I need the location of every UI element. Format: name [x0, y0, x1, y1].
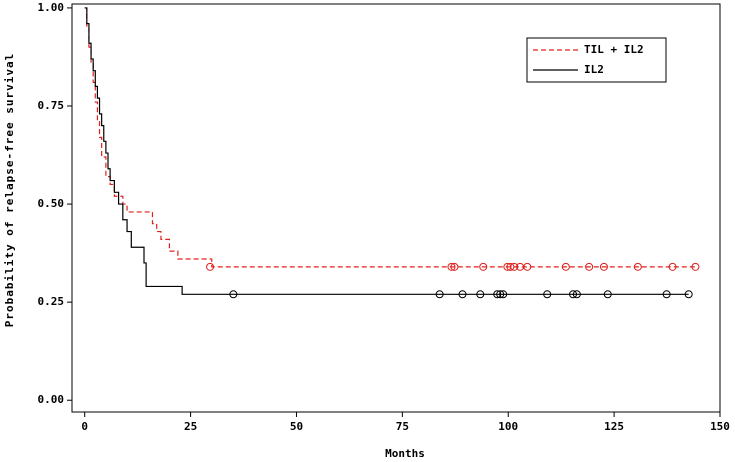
censor-mark [510, 262, 519, 271]
censor-mark [458, 290, 467, 299]
censor-mark [435, 290, 444, 299]
x-tick-label: 25 [184, 420, 197, 433]
censor-mark [206, 262, 215, 271]
censor-mark [476, 290, 485, 299]
y-tick-label: 0.75 [38, 99, 65, 112]
censor-mark [493, 290, 502, 299]
legend-label: TIL + IL2 [584, 43, 644, 56]
censor-mark [572, 290, 581, 299]
x-axis-label: Months [385, 447, 425, 460]
censor-mark [569, 290, 578, 299]
survival-curve [84, 7, 689, 295]
y-tick-label: 0.25 [38, 295, 65, 308]
censor-mark [496, 290, 505, 299]
y-tick-label: 0.50 [38, 197, 65, 210]
censor-mark [603, 290, 612, 299]
censor-mark [229, 290, 238, 299]
x-tick-label: 0 [81, 420, 88, 433]
censor-mark [447, 262, 456, 271]
x-tick-label: 100 [498, 420, 518, 433]
x-tick-label: 125 [604, 420, 624, 433]
censor-mark [506, 262, 515, 271]
censor-mark [633, 262, 642, 271]
censor-mark [585, 262, 594, 271]
censor-mark [561, 262, 570, 271]
censor-mark [691, 262, 700, 271]
x-tick-label: 50 [290, 420, 303, 433]
legend-box [526, 37, 667, 83]
x-tick-label: 75 [396, 420, 409, 433]
censor-mark [543, 290, 552, 299]
x-tick-label: 150 [710, 420, 730, 433]
y-axis-label: Probability of relapse-free survival [3, 53, 16, 327]
y-tick-label: 0.00 [38, 393, 65, 406]
censor-mark [479, 262, 488, 271]
censor-mark [523, 262, 532, 271]
censor-mark [662, 290, 671, 299]
censor-mark [499, 290, 508, 299]
legend-label: IL2 [584, 63, 604, 76]
plot-frame [71, 3, 721, 413]
censor-mark [599, 262, 608, 271]
y-tick-label: 1.00 [38, 1, 65, 14]
censor-mark [668, 262, 677, 271]
censor-mark [684, 290, 693, 299]
censor-mark [450, 262, 459, 271]
